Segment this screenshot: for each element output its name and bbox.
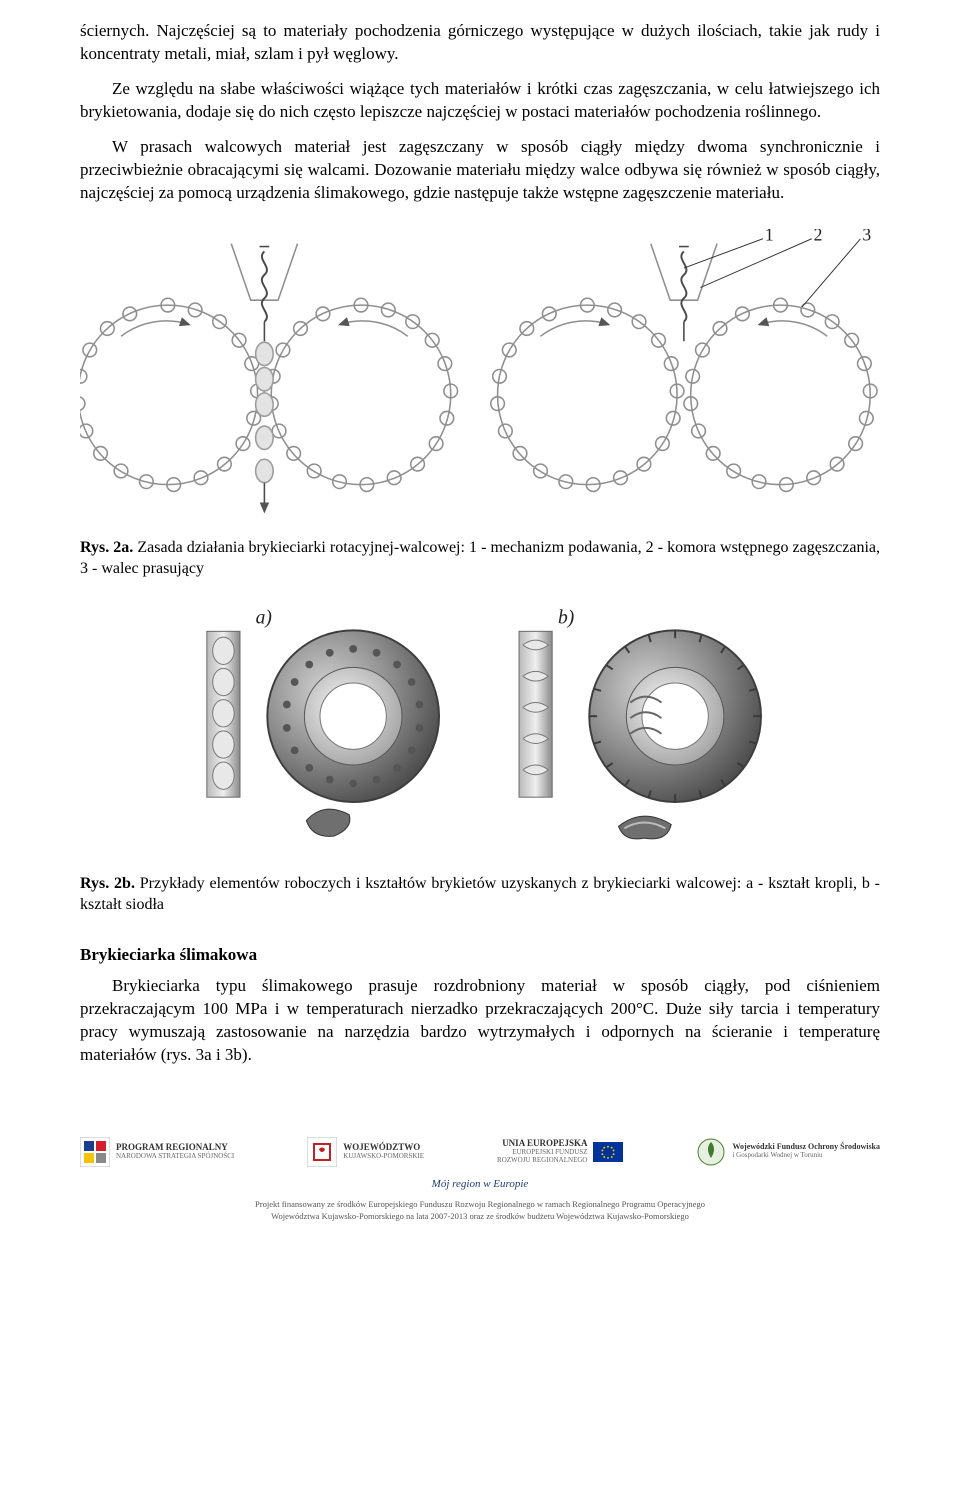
- label-a: a): [256, 607, 272, 628]
- label-1: 1: [765, 229, 774, 245]
- label-b: b): [558, 607, 574, 628]
- caption-text: Przykłady elementów roboczych i kształtó…: [80, 875, 880, 913]
- program-icon: [80, 1137, 110, 1167]
- paragraph: Ze względu na słabe właściwości wiążące …: [80, 78, 880, 124]
- logo-subtext: ROZWOJU REGIONALNEGO: [497, 1157, 587, 1165]
- roller-diagram-svg: 1 2 3: [80, 229, 880, 522]
- footer-logo-row: PROGRAM REGIONALNY NARODOWA STRATEGIA SP…: [80, 1127, 880, 1173]
- eu-flag-icon: [593, 1142, 623, 1162]
- section-heading: Brykieciarka ślimakowa: [80, 944, 880, 967]
- logo-wfos: Wojewódzki Fundusz Ochrony Środowiska i …: [696, 1137, 880, 1167]
- logo-program-regionalny: PROGRAM REGIONALNY NARODOWA STRATEGIA SP…: [80, 1137, 234, 1167]
- logo-subtext: i Gospodarki Wodnej w Toruniu: [732, 1152, 880, 1160]
- logo-subtext: KUJAWSKO-POMORSKIE: [343, 1153, 424, 1161]
- figure-2a-caption: Rys. 2a. Zasada działania brykieciarki r…: [80, 538, 880, 580]
- figure-2b-caption: Rys. 2b. Przykłady elementów roboczych i…: [80, 874, 880, 916]
- woj-icon: [307, 1137, 337, 1167]
- label-2: 2: [814, 229, 823, 245]
- footer-slogan: Mój region w Europie: [80, 1177, 880, 1192]
- wfos-icon: [696, 1137, 726, 1167]
- footer-line: Projekt finansowany ze środków Europejsk…: [120, 1199, 840, 1210]
- figure-2a: 1 2 3: [80, 229, 880, 529]
- footer-line: Województwa Kujawsko-Pomorskiego na lata…: [120, 1211, 840, 1222]
- logo-subtext: NARODOWA STRATEGIA SPÓJNOŚCI: [116, 1153, 234, 1161]
- figure-2b: a) b): [80, 604, 880, 865]
- caption-text: Zasada działania brykieciarki rotacyjnej…: [80, 539, 880, 577]
- wheel-shapes-svg: a) b): [80, 604, 880, 858]
- logo-wojewodztwo: WOJEWÓDZTWO KUJAWSKO-POMORSKIE: [307, 1137, 424, 1167]
- paragraph: Brykieciarka typu ślimakowego prasuje ro…: [80, 975, 880, 1067]
- label-3: 3: [862, 229, 871, 245]
- caption-prefix: Rys. 2a.: [80, 539, 133, 556]
- paragraph: W prasach walcowych materiał jest zagęsz…: [80, 136, 880, 205]
- paragraph: ściernych. Najczęściej są to materiały p…: [80, 20, 880, 66]
- logo-eu: UNIA EUROPEJSKA EUROPEJSKI FUNDUSZ ROZWO…: [497, 1139, 623, 1164]
- caption-prefix: Rys. 2b.: [80, 875, 135, 892]
- page-footer: PROGRAM REGIONALNY NARODOWA STRATEGIA SP…: [80, 1127, 880, 1222]
- footer-funding-text: Projekt finansowany ze środków Europejsk…: [80, 1195, 880, 1221]
